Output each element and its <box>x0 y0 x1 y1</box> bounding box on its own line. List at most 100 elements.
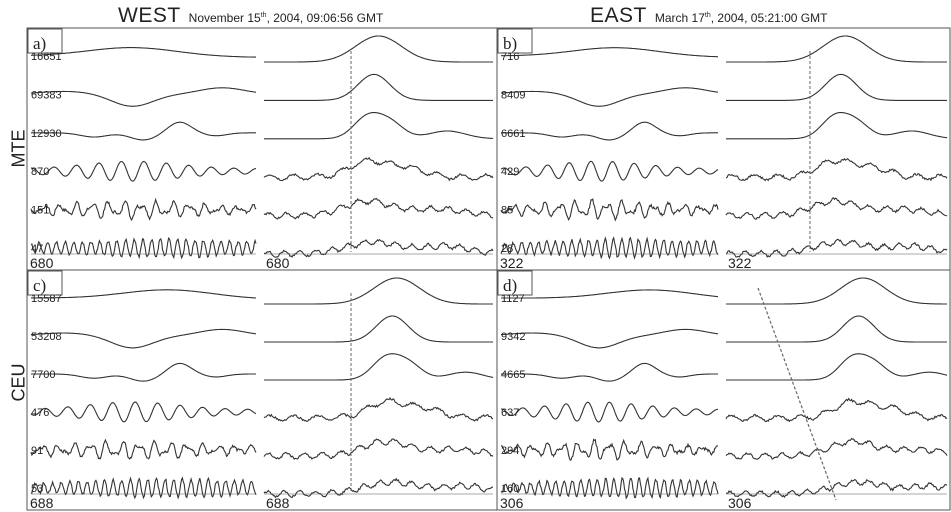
footer-number-right: 688 <box>266 495 290 511</box>
panel-letter: c) <box>33 276 46 295</box>
east-date-sup: th <box>704 12 711 19</box>
envelope-trace <box>263 197 494 220</box>
trace-osc <box>30 401 257 423</box>
amplitude-label: 151 <box>31 205 49 217</box>
footer-number-right: 680 <box>266 255 290 271</box>
trace-wave <box>501 362 718 382</box>
trace-smooth <box>501 47 719 58</box>
amplitude-label: 16651 <box>31 51 62 63</box>
trace-dip <box>501 87 719 107</box>
amplitude-label: 53208 <box>31 331 62 343</box>
envelope-trace <box>264 35 493 63</box>
west-title: WEST <box>118 4 181 27</box>
amplitude-label: 7700 <box>31 369 55 381</box>
envelope-trace <box>725 397 948 423</box>
west-date: November 15th, 2004, 09:06:56 GMT <box>189 11 384 25</box>
envelope-trace <box>725 157 948 182</box>
envelope-trace <box>263 156 494 182</box>
amplitude-label: 12930 <box>31 128 62 140</box>
east-date-rest: , 2004, 05:21:00 GMT <box>710 11 828 25</box>
envelope-trace <box>725 437 948 460</box>
envelope-trace <box>726 35 947 63</box>
amplitude-label: 69383 <box>31 89 62 101</box>
amplitude-label: 53 <box>31 483 43 495</box>
trace-smooth <box>31 47 256 58</box>
envelope-trace <box>725 238 948 258</box>
trace-hf <box>500 236 719 260</box>
amplitude-label: 6661 <box>501 128 525 140</box>
footer-number-left: 306 <box>500 495 524 511</box>
envelope-trace <box>726 353 948 381</box>
trace-noisy <box>500 198 719 222</box>
trace-wave <box>501 121 718 141</box>
envelope-trace <box>726 73 947 101</box>
east-header: EAST March 17th, 2004, 05:21:00 GMT <box>590 4 827 28</box>
amplitude-label: 870 <box>31 166 49 178</box>
amplitude-label: 15587 <box>31 293 62 305</box>
west-date-day: November 15 <box>188 11 261 25</box>
amplitude-label: 476 <box>31 407 49 419</box>
trace-hf <box>30 476 257 500</box>
footer-number-right: 322 <box>728 255 752 271</box>
amplitude-label: 9342 <box>501 331 525 343</box>
panel-letter-box <box>27 270 63 296</box>
trace-osc <box>31 160 257 182</box>
amplitude-label: 429 <box>501 166 519 178</box>
amplitude-label: 91 <box>31 445 43 457</box>
envelope-trace <box>264 73 493 101</box>
trace-dip <box>31 328 257 349</box>
trace-noisy <box>30 197 257 222</box>
envelope-trace <box>263 477 494 499</box>
amplitude-label: 85 <box>501 205 513 217</box>
trace-wave <box>31 121 256 141</box>
envelope-trace <box>264 353 494 381</box>
trace-hf <box>30 236 257 260</box>
footer-number-right: 306 <box>728 495 752 511</box>
amplitude-label: 1127 <box>501 293 525 305</box>
envelope-trace <box>726 111 948 140</box>
envelope-trace <box>264 315 493 343</box>
amplitude-label: 637 <box>501 407 519 419</box>
panel-letter: a) <box>33 34 46 53</box>
east-title: EAST <box>590 4 647 27</box>
trace-osc <box>500 401 719 423</box>
footer-number-left: 322 <box>500 255 524 271</box>
west-header: WEST November 15th, 2004, 09:06:56 GMT <box>118 4 383 28</box>
trace-hf <box>500 476 719 500</box>
onset-marker <box>757 287 837 501</box>
amplitude-label: 4665 <box>501 369 525 381</box>
envelope-trace <box>263 438 494 460</box>
envelope-trace <box>264 277 493 305</box>
trace-dip <box>31 87 257 107</box>
footer-number-left: 680 <box>30 255 54 271</box>
panel-letter: b) <box>503 34 517 53</box>
amplitude-label: 47 <box>31 243 43 255</box>
amplitude-label: 160 <box>501 483 519 495</box>
east-date-day: March 17 <box>654 11 705 25</box>
panel-letter-box <box>27 28 63 54</box>
panel-letter: d) <box>503 276 517 295</box>
trace-smooth <box>31 289 257 299</box>
west-date-sup: th <box>260 12 267 19</box>
trace-wave <box>31 362 256 382</box>
envelope-trace <box>726 315 947 343</box>
envelope-trace <box>264 111 494 140</box>
trace-osc <box>500 160 719 182</box>
trace-smooth <box>501 289 718 299</box>
panel-letter-box <box>497 28 533 54</box>
figure-frame <box>26 27 951 511</box>
west-date-rest: , 2004, 09:06:56 GMT <box>266 11 384 25</box>
envelope-trace <box>726 277 947 305</box>
amplitude-label: 294 <box>501 445 519 457</box>
envelope-trace <box>263 238 494 258</box>
amplitude-label: 8409 <box>501 89 525 101</box>
trace-noisy <box>501 438 719 461</box>
envelope-trace <box>725 197 948 220</box>
amplitude-label: 28 <box>501 243 513 255</box>
amplitude-label: 716 <box>501 51 519 63</box>
